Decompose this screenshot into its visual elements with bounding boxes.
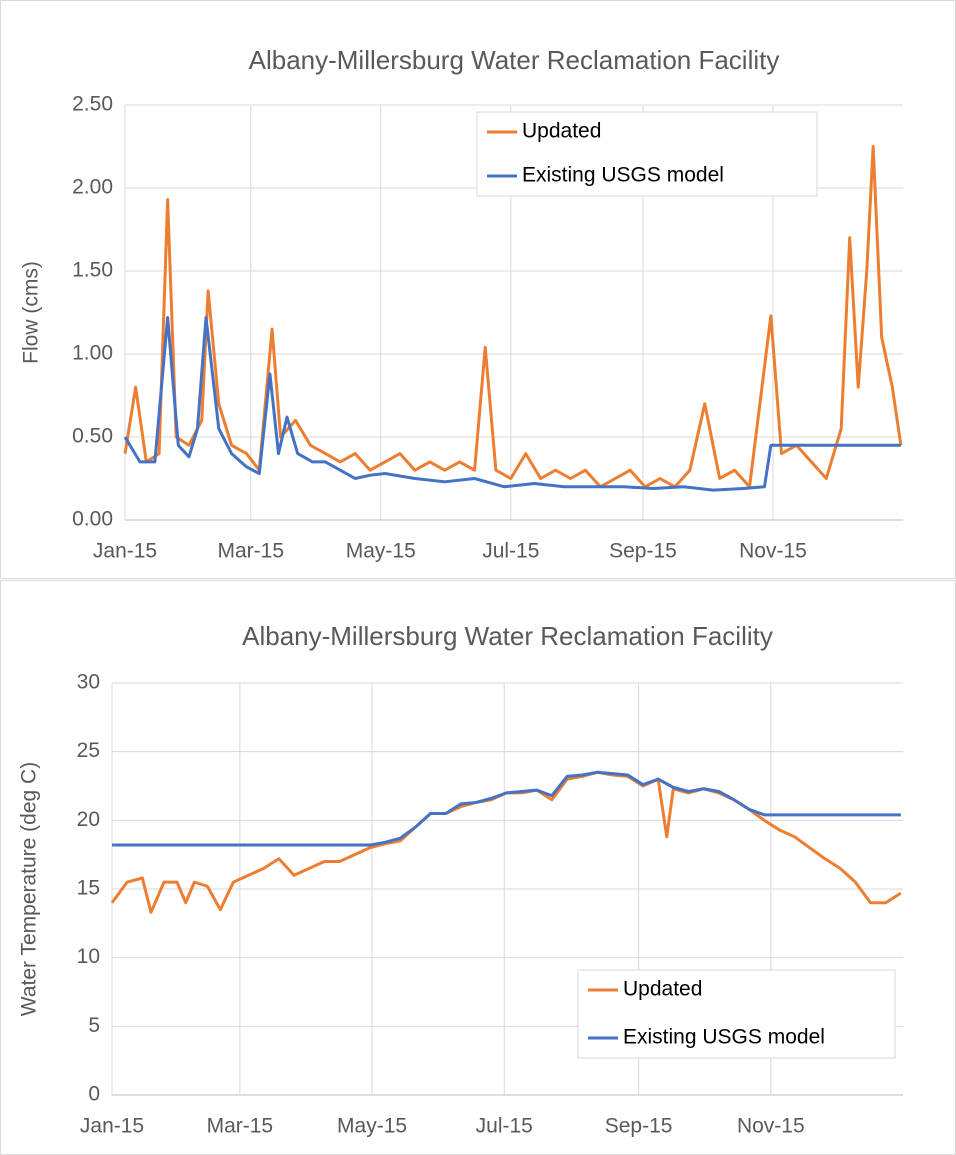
x-tick-label: Jan-15 xyxy=(80,1115,144,1138)
legend-label: Updated xyxy=(623,978,702,1001)
x-tick-label: Nov-15 xyxy=(737,1115,805,1138)
panel-border xyxy=(0,0,956,579)
chart-title: Albany-Millersburg Water Reclamation Fac… xyxy=(249,45,780,75)
y-tick-label: 1.00 xyxy=(72,342,113,365)
x-tick-label: Mar-15 xyxy=(207,1115,274,1138)
y-axis-title: Water Temperature (deg C) xyxy=(18,762,41,1016)
y-tick-label: 2.00 xyxy=(72,176,113,199)
legend-box xyxy=(476,111,818,197)
x-tick-label: Sep-15 xyxy=(605,1115,673,1138)
x-tick-label: Jul-15 xyxy=(476,1115,533,1138)
data-line xyxy=(123,145,903,489)
data-line xyxy=(123,315,901,492)
x-tick-label: Jan-15 xyxy=(93,540,157,563)
data-line xyxy=(112,770,901,847)
legend-label: Existing USGS model xyxy=(522,164,724,187)
y-axis-title: Flow (cms) xyxy=(20,261,43,364)
x-tick-label: Sep-15 xyxy=(609,540,677,563)
panel-border xyxy=(0,580,956,1155)
legend-label: Existing USGS model xyxy=(623,1026,825,1049)
x-tick-label: May-15 xyxy=(337,1115,407,1138)
y-tick-label: 0.50 xyxy=(72,425,113,448)
x-tick-label: Mar-15 xyxy=(217,540,284,563)
y-tick-label: 20 xyxy=(77,808,100,831)
x-tick-label: May-15 xyxy=(346,540,416,563)
x-tick-label: Jul-15 xyxy=(482,540,539,563)
y-tick-label: 30 xyxy=(77,671,100,694)
y-tick-label: 2.50 xyxy=(72,93,113,116)
chart-title: Albany-Millersburg Water Reclamation Fac… xyxy=(242,621,773,651)
y-tick-label: 10 xyxy=(77,945,100,968)
y-tick-label: 0.00 xyxy=(72,508,113,531)
legend-label: Updated xyxy=(522,120,601,143)
y-tick-label: 5 xyxy=(88,1014,100,1037)
x-tick-label: Nov-15 xyxy=(739,540,807,563)
legend-box xyxy=(577,969,896,1059)
y-tick-label: 1.50 xyxy=(72,259,113,282)
y-tick-label: 15 xyxy=(77,877,100,900)
y-tick-label: 0 xyxy=(88,1083,100,1106)
y-tick-label: 25 xyxy=(77,739,100,762)
